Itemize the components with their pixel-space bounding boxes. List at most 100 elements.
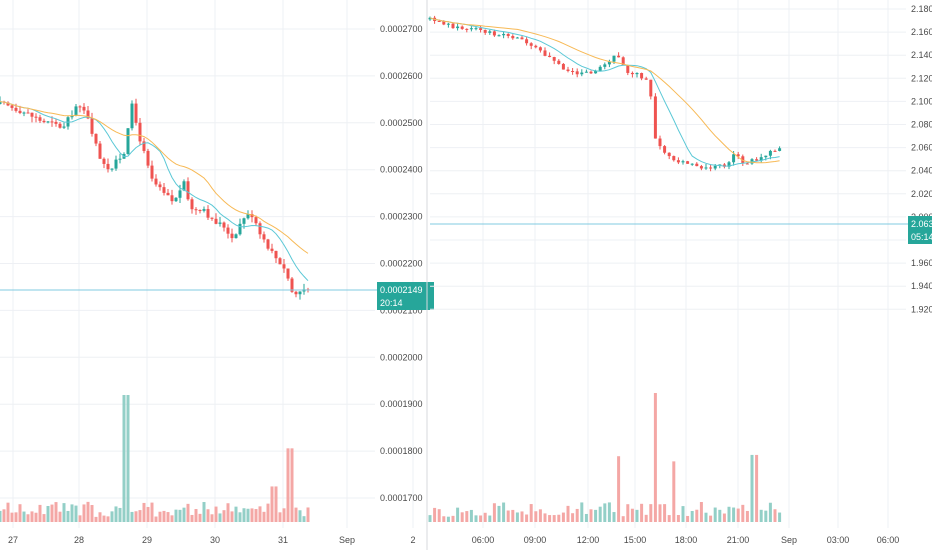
volume-bar — [750, 454, 754, 522]
volume-bar — [768, 502, 772, 522]
volume-bar — [492, 503, 496, 522]
candle-body — [474, 28, 478, 30]
candle-body — [755, 159, 759, 161]
candle-body — [571, 71, 575, 73]
candle-body — [58, 123, 62, 128]
candle-body — [250, 214, 254, 218]
y-tick-label: 2.020 — [911, 189, 932, 199]
right-price-axis[interactable]: 2.180 2.160 2.140 2.120 2.100 2.080 2.060 2.040… — [911, 4, 932, 314]
candle-body — [294, 291, 298, 295]
volume-bar — [502, 502, 506, 522]
volume-bar — [759, 509, 763, 522]
candle-body — [194, 209, 198, 211]
ma-fast-line — [429, 17, 780, 167]
volume-bar — [653, 393, 657, 522]
right-chart-panel: 2.180 2.160 2.140 2.120 2.100 2.080 2.060 2.040… — [428, 0, 932, 545]
candle-body — [543, 50, 547, 56]
y-tick-label: 0.0002200 — [380, 259, 423, 269]
volume-bar — [202, 502, 206, 522]
candle-body — [38, 117, 42, 121]
y-tick-label: 2.040 — [911, 166, 932, 176]
volume-bar — [548, 515, 552, 522]
volume-bar — [755, 454, 759, 522]
candle-body — [621, 57, 625, 65]
y-tick-label: 0.0001700 — [380, 493, 423, 503]
volume-bar — [142, 502, 146, 522]
candle-body — [74, 106, 78, 116]
candle-body — [663, 146, 667, 153]
volume-bar — [534, 511, 538, 522]
volume-bar — [150, 502, 154, 522]
candle-body — [242, 218, 246, 224]
volume-bar — [270, 486, 274, 522]
candle-body — [118, 158, 122, 160]
y-tick-label: 0.0001800 — [380, 446, 423, 456]
candle-body — [635, 73, 639, 75]
candle-body — [102, 158, 106, 164]
candle-body — [198, 210, 202, 212]
right-volume-bars — [428, 393, 782, 522]
candle-body — [106, 163, 110, 170]
volume-bar — [158, 511, 162, 522]
y-tick-label: 0.0002600 — [380, 71, 423, 81]
volume-bar — [672, 461, 676, 522]
candle-body — [626, 64, 630, 73]
x-tick-label: 28 — [74, 535, 84, 545]
x-tick-label: 30 — [210, 535, 220, 545]
volume-bar — [617, 456, 621, 522]
candle-body — [575, 71, 579, 75]
volume-bar — [552, 515, 556, 522]
volume-bar — [778, 512, 782, 522]
volume-bar — [46, 505, 50, 522]
volume-bar — [238, 512, 242, 522]
candle-body — [676, 160, 680, 163]
candle-body — [42, 120, 46, 123]
volume-bar — [626, 504, 630, 522]
candle-body — [46, 121, 50, 123]
volume-bar — [134, 511, 138, 522]
candle-body — [262, 234, 266, 240]
volume-bar — [186, 503, 190, 522]
volume-bar — [230, 511, 234, 522]
volume-bar — [543, 513, 547, 522]
candle-body — [190, 199, 194, 210]
volume-bar — [294, 507, 298, 522]
x-tick-label: 18:00 — [675, 535, 698, 545]
volume-bar — [773, 509, 777, 522]
x-tick-label: 15:00 — [624, 535, 647, 545]
candle-body — [166, 192, 170, 196]
candle-body — [158, 184, 162, 188]
volume-bar — [214, 506, 218, 522]
volume-bar — [594, 509, 598, 522]
volume-bar — [302, 516, 306, 522]
candle-body — [26, 112, 30, 114]
candle-body — [649, 79, 653, 97]
y-tick-label: 2.080 — [911, 120, 932, 130]
candle-body — [110, 168, 114, 170]
volume-bar — [78, 515, 82, 522]
volume-bar — [98, 512, 102, 522]
candle-body — [617, 55, 621, 58]
volume-bar — [722, 513, 726, 522]
y-tick-label: 0.0002100 — [380, 305, 423, 315]
left-price-axis[interactable]: 0.0002700 0.0002600 0.0002500 0.0002400 0.00… — [380, 24, 423, 503]
volume-bar — [18, 504, 22, 522]
volume-bar — [50, 504, 54, 522]
left-time-axis[interactable]: 27 28 29 30 31 Sep 2 — [8, 535, 416, 545]
candle-body — [206, 209, 210, 218]
volume-bar — [437, 509, 441, 522]
candle-body — [428, 17, 432, 20]
y-tick-label: 0.0002700 — [380, 24, 423, 34]
candle-body — [594, 70, 598, 74]
volume-bar — [102, 515, 106, 522]
candle-body — [50, 121, 54, 123]
candle-body — [681, 161, 685, 163]
right-time-axis[interactable]: 06:00 09:00 12:00 15:00 18:00 21:00 Sep 03:00 06… — [472, 535, 900, 545]
volume-bar — [557, 514, 561, 522]
volume-bar — [38, 504, 42, 522]
candle-body — [497, 35, 501, 37]
candle-body — [234, 234, 238, 239]
volume-bar — [62, 503, 66, 522]
left-volume-bars — [0, 395, 310, 522]
volume-bar — [667, 515, 671, 522]
